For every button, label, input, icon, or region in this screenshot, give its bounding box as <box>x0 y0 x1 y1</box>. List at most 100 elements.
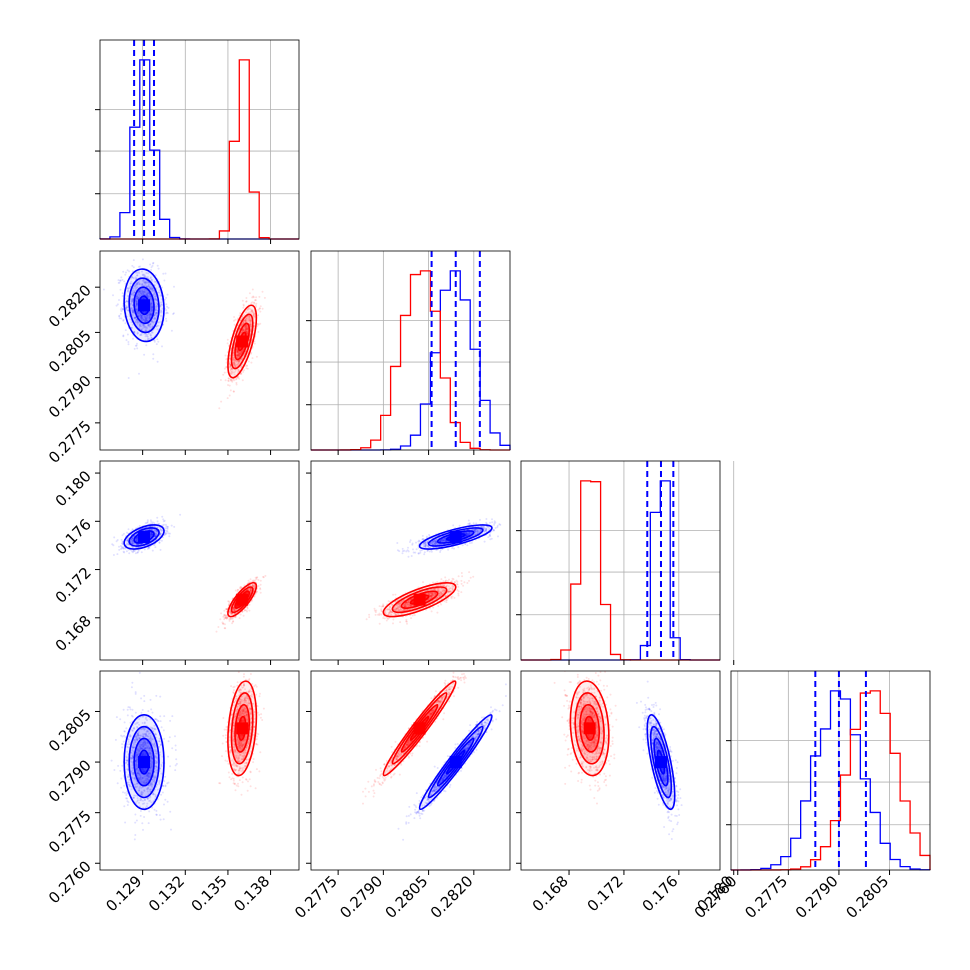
scatter-point <box>172 313 175 315</box>
scatter-point <box>140 551 143 554</box>
scatter-point <box>231 612 233 615</box>
scatter-point <box>240 586 243 589</box>
scatter-point <box>468 522 471 525</box>
scatter-point <box>237 369 240 371</box>
scatter-point <box>159 534 162 537</box>
scatter-point <box>135 543 138 546</box>
scatter-point <box>252 579 255 582</box>
scatter-point <box>229 363 232 366</box>
scatter-point <box>237 353 240 356</box>
scatter-point <box>230 367 233 370</box>
scatter-point <box>237 368 240 371</box>
scatter-point <box>233 609 236 612</box>
scatter-point <box>159 548 162 551</box>
scatter-point <box>250 351 253 354</box>
scatter-point <box>149 313 152 315</box>
scatter-point <box>487 536 490 539</box>
scatter-point <box>150 306 153 308</box>
scatter-point <box>472 522 475 525</box>
scatter-point <box>158 522 161 525</box>
scatter-point <box>252 584 255 587</box>
scatter-point <box>241 350 244 353</box>
scatter-point <box>244 328 247 331</box>
scatter-point <box>142 284 145 287</box>
scatter-point <box>249 589 252 592</box>
scatter-point <box>246 308 249 311</box>
scatter-point <box>135 319 138 322</box>
scatter-point <box>141 279 144 282</box>
scatter-point <box>154 309 157 312</box>
scatter-point <box>131 299 134 302</box>
scatter-point <box>129 318 132 321</box>
scatter-point <box>155 532 158 535</box>
scatter-point <box>239 326 242 329</box>
scatter-point <box>139 325 142 328</box>
scatter-point <box>239 312 242 315</box>
scatter-point <box>133 291 136 294</box>
scatter-point <box>241 357 244 360</box>
scatter-point <box>150 305 153 308</box>
scatter-point <box>121 295 124 297</box>
scatter-point <box>149 303 152 306</box>
scatter-point <box>154 298 157 301</box>
scatter-point <box>239 587 241 590</box>
scatter-point <box>117 279 120 282</box>
scatter-point <box>136 342 138 345</box>
scatter-point <box>245 327 248 330</box>
scatter-point <box>144 320 147 323</box>
scatter-point <box>245 326 248 328</box>
scatter-point <box>162 518 165 521</box>
scatter-point <box>155 298 158 301</box>
scatter-point <box>244 609 246 612</box>
scatter-point <box>236 605 239 608</box>
scatter-point <box>140 316 143 319</box>
scatter-point <box>134 320 137 323</box>
scatter-point <box>130 538 133 541</box>
scatter-point <box>238 359 241 362</box>
scatter-point <box>120 310 123 313</box>
scatter-point <box>131 537 134 540</box>
scatter-point <box>242 329 244 332</box>
scatter-point <box>165 529 168 532</box>
scatter-point <box>234 365 237 368</box>
scatter-point <box>149 286 152 289</box>
scatter-point <box>246 367 249 370</box>
scatter-point <box>219 379 222 381</box>
scatter-point <box>257 578 260 581</box>
scatter-point <box>146 295 149 297</box>
scatter-point <box>232 362 235 365</box>
scatter-point <box>249 319 252 322</box>
scatter-point <box>145 317 148 320</box>
scatter-point <box>251 599 253 602</box>
scatter-point <box>165 532 168 535</box>
scatter-point <box>232 357 235 359</box>
scatter-point <box>154 531 157 534</box>
scatter-point <box>135 318 138 321</box>
scatter-point <box>112 294 114 297</box>
scatter-point <box>232 371 235 374</box>
scatter-point <box>151 264 154 267</box>
scatter-point <box>232 607 235 610</box>
scatter-point <box>161 345 163 348</box>
scatter-point <box>223 623 226 626</box>
scatter-point <box>144 319 147 322</box>
scatter-point <box>140 334 143 337</box>
scatter-point <box>136 538 139 541</box>
scatter-point <box>125 539 128 542</box>
scatter-point <box>141 323 144 326</box>
scatter-point <box>120 276 123 279</box>
scatter-point <box>485 528 488 531</box>
scatter-point <box>131 540 134 543</box>
scatter-point <box>142 324 145 326</box>
scatter-point <box>148 285 151 288</box>
scatter-point <box>135 536 138 539</box>
scatter-point <box>148 316 151 319</box>
scatter-point <box>417 540 420 543</box>
scatter-point <box>250 309 253 312</box>
scatter-point <box>243 354 246 356</box>
scatter-point <box>149 316 152 319</box>
scatter-point <box>113 536 116 539</box>
scatter-point <box>253 595 256 598</box>
scatter-point <box>131 276 134 279</box>
scatter-point <box>134 284 136 287</box>
